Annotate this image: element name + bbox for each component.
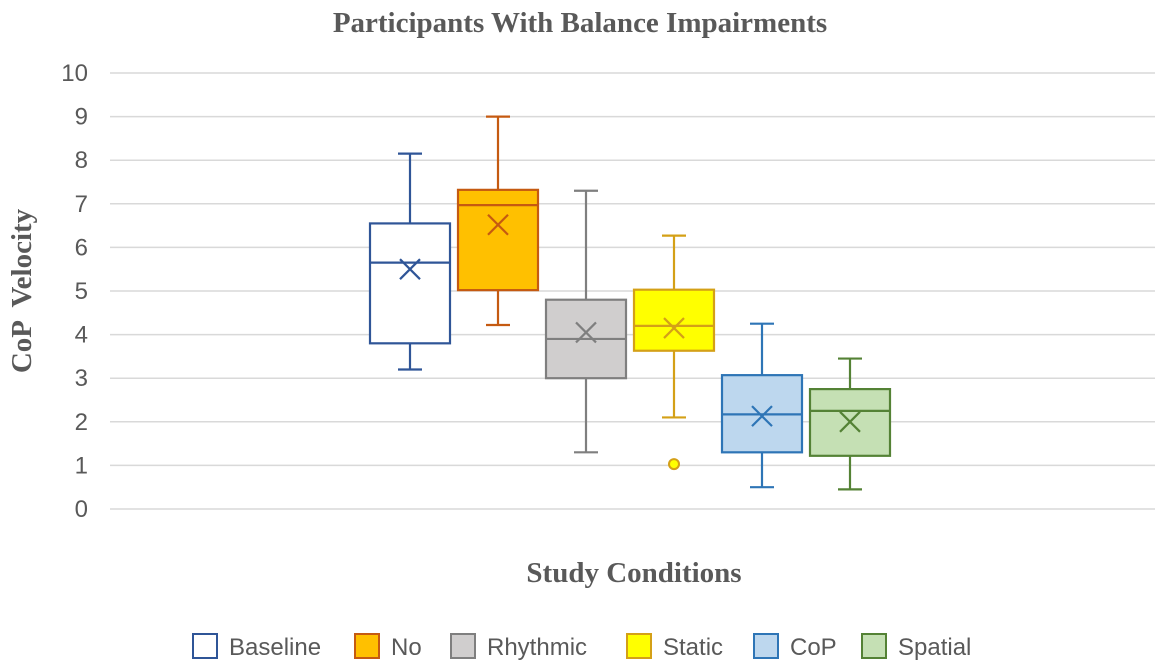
legend-item-static: Static (626, 633, 723, 661)
legend-swatch (626, 633, 652, 659)
legend-label: Baseline (229, 634, 321, 661)
legend-label: Rhythmic (487, 634, 587, 661)
legend-item-baseline: Baseline (192, 633, 321, 661)
legend-swatch (753, 633, 779, 659)
legend: Baseline No Rhythmic Static CoP Spatial (192, 633, 971, 661)
legend-label: CoP (790, 634, 837, 661)
mean-marker-b (487, 213, 509, 236)
box-iqr (456, 188, 540, 292)
legend-item-spatial: Spatial (861, 633, 971, 661)
legend-swatch (450, 633, 476, 659)
y-tick-label-5: 5 (75, 278, 88, 305)
box-iqr (368, 222, 452, 345)
legend-swatch (192, 633, 218, 659)
y-tick-label-8: 8 (75, 147, 88, 174)
legend-swatch (861, 633, 887, 659)
box-spatial (808, 357, 892, 491)
legend-label: Static (663, 634, 723, 661)
legend-item-cop: CoP (753, 633, 837, 661)
mean-marker-b (575, 321, 597, 344)
y-tick-label-4: 4 (75, 322, 88, 349)
legend-label: Spatial (898, 634, 971, 661)
legend-item-rhythmic: Rhythmic (450, 633, 587, 661)
legend-swatch (354, 633, 380, 659)
mean-marker-b (663, 317, 685, 339)
box-no (456, 115, 540, 327)
chart-title: Participants With Balance Impairments (333, 7, 827, 39)
outlier-point (668, 458, 680, 471)
y-tick-label-0: 0 (75, 496, 88, 523)
y-axis-ticks: 0 1 2 3 4 5 6 7 8 9 10 (61, 60, 88, 523)
legend-label: No (391, 634, 422, 661)
mean-marker-b (399, 258, 421, 280)
y-tick-label-3: 3 (75, 365, 88, 392)
gridlines (110, 72, 1155, 510)
box-iqr (632, 288, 716, 352)
box-baseline (368, 152, 452, 371)
y-tick-label-7: 7 (75, 191, 88, 218)
boxplot-series (368, 115, 892, 491)
mean-marker-b (751, 405, 773, 427)
box-rhythmic (544, 189, 628, 454)
y-axis-title: CoP Velocity (6, 208, 38, 373)
y-tick-label-1: 1 (75, 452, 88, 479)
box-cop (720, 322, 804, 489)
box-static (632, 234, 716, 471)
mean-marker-b (839, 411, 861, 433)
y-tick-label-10: 10 (61, 60, 88, 87)
y-tick-label-9: 9 (75, 104, 88, 131)
y-tick-label-2: 2 (75, 409, 88, 436)
y-tick-label-6: 6 (75, 234, 88, 261)
legend-item-no: No (354, 633, 422, 661)
x-axis-title: Study Conditions (526, 557, 741, 589)
